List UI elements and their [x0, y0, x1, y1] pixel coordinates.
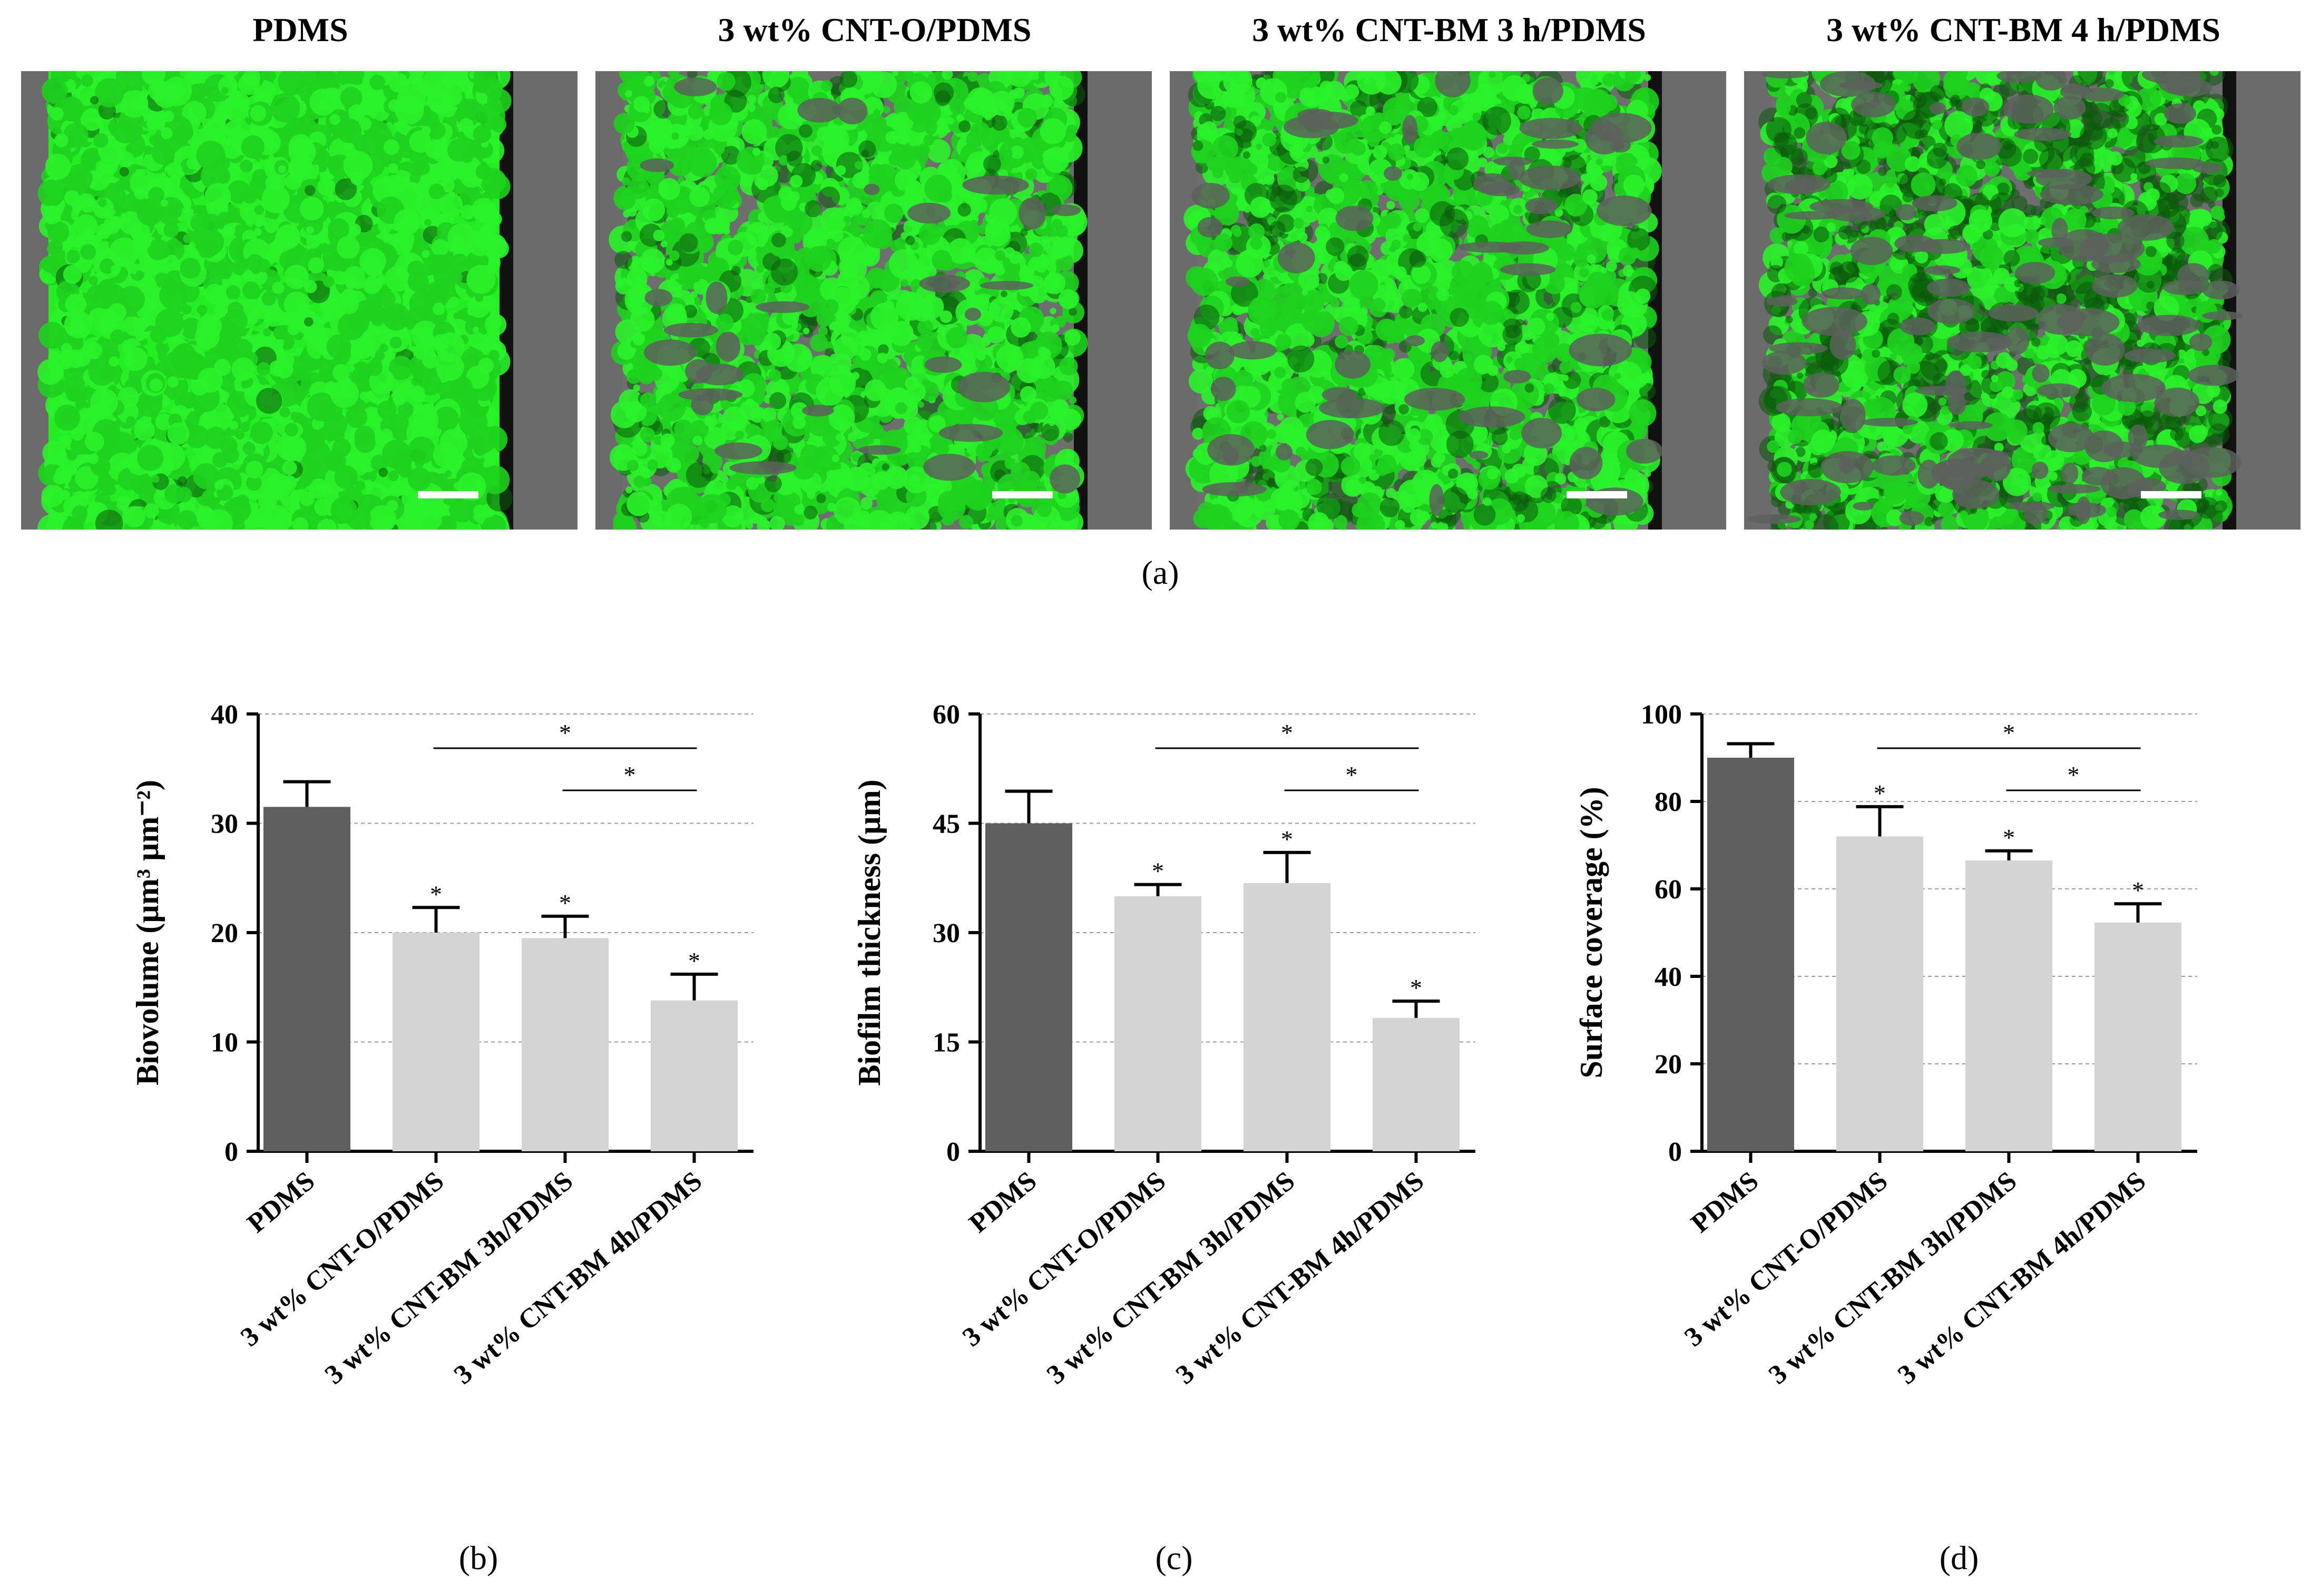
scale-bar	[1567, 491, 1627, 498]
micrograph-cnt-bm-4h	[1744, 71, 2301, 530]
y-tick-label: 0	[946, 1137, 960, 1167]
x-tick-label: PDMS	[1686, 1166, 1764, 1239]
x-tick-label: 3 wt% CNT-BM 3h/PDMS	[1041, 1166, 1300, 1391]
significance-star: *	[1152, 858, 1164, 885]
bar	[1244, 883, 1330, 1151]
significance-star: *	[2132, 877, 2144, 904]
panel-label-d: (d)	[1939, 1539, 1979, 1577]
x-tick-label: 3 wt% CNT-BM 3h/PDMS	[319, 1166, 579, 1391]
y-tick-label: 0	[1668, 1137, 1682, 1167]
image-title-cnt-bm-4h: 3 wt% CNT-BM 4 h/PDMS	[1826, 11, 2220, 48]
significance-star: *	[624, 761, 636, 788]
bar	[2094, 922, 2181, 1151]
bar	[1965, 860, 2052, 1151]
y-tick-label: 40	[211, 700, 238, 730]
scale-bar	[2141, 491, 2201, 498]
y-axis-label: Biofilm thickness (µm)	[852, 779, 887, 1085]
chart-biovolume: 0 10 20 30 40 Biovolume (µm³ µm⁻²) PDMS * 3 wt% …	[0, 659, 775, 1504]
y-axis-label: Biovolume (µm³ µm⁻²)	[130, 780, 165, 1085]
x-tick-label: 3 wt% CNT-BM 4h/PDMS	[1170, 1166, 1430, 1391]
x-tick-label: PDMS	[964, 1166, 1042, 1239]
significance-star: *	[2003, 824, 2015, 851]
panel-label-a: (a)	[1141, 554, 1179, 591]
significance-star: *	[1281, 826, 1293, 853]
significance-star: *	[430, 880, 442, 907]
y-tick-label: 60	[933, 700, 960, 730]
biofilm-texture	[37, 71, 513, 530]
bar	[1836, 836, 1923, 1151]
panel-label-c: (c)	[1155, 1539, 1193, 1577]
y-tick-label: 40	[1655, 962, 1682, 992]
bar	[1707, 758, 1794, 1151]
y-axis-label: Surface coverage (%)	[1574, 787, 1609, 1078]
significance-star: *	[2068, 761, 2080, 788]
significance-star: *	[1346, 761, 1358, 788]
right-border	[1084, 71, 1152, 530]
x-tick-label: 3 wt% CNT-BM 4h/PDMS	[1892, 1166, 2151, 1391]
significance-star: *	[1410, 974, 1422, 1001]
micrograph-cnt-bm-3h	[1170, 71, 1726, 530]
bar	[985, 823, 1072, 1151]
right-border	[2233, 71, 2301, 530]
significance-star: *	[559, 719, 571, 746]
biofilm-texture	[1183, 71, 1663, 530]
x-tick-label: 3 wt% CNT-BM 3h/PDMS	[1763, 1166, 2022, 1391]
left-border	[21, 71, 48, 530]
significance-star: *	[1874, 780, 1886, 807]
biofilm-texture	[609, 71, 1088, 530]
right-border	[1659, 71, 1726, 530]
significance-star: *	[1281, 719, 1293, 746]
bar	[263, 807, 350, 1151]
y-tick-label: 100	[1641, 700, 1682, 730]
y-tick-label: 60	[1655, 875, 1682, 905]
y-tick-label: 30	[211, 809, 238, 839]
biofilm-texture	[1747, 71, 2243, 530]
chart-surface-coverage: 0 20 40 60 80 100 Surface coverage (%) PDMS * 3 w…	[1444, 659, 2218, 1504]
scale-bar	[418, 491, 478, 498]
image-title-pdms: PDMS	[252, 11, 348, 48]
y-tick-label: 80	[1655, 787, 1682, 817]
right-border	[510, 71, 577, 530]
y-tick-label: 15	[933, 1028, 960, 1058]
significance-star: *	[688, 947, 700, 974]
x-tick-label: 3 wt% CNT-BM 4h/PDMS	[448, 1166, 708, 1391]
y-tick-label: 20	[1655, 1050, 1682, 1080]
image-title-cnt-o: 3 wt% CNT-O/PDMS	[718, 11, 1032, 48]
chart-biofilm-thickness: 0 15 30 45 60 Biofilm thickness (µm) PDMS * 3 wt…	[722, 659, 1496, 1504]
panel-label-b: (b)	[458, 1539, 498, 1577]
y-tick-label: 10	[211, 1028, 238, 1058]
scale-bar	[992, 491, 1053, 498]
y-tick-label: 0	[224, 1137, 238, 1167]
micrograph-cnt-o	[595, 71, 1152, 530]
edge-shadow	[500, 71, 513, 530]
bar	[393, 933, 479, 1151]
significance-star: *	[559, 889, 571, 916]
bar	[1114, 896, 1201, 1151]
significance-star: *	[2003, 719, 2015, 746]
image-title-cnt-bm-3h: 3 wt% CNT-BM 3 h/PDMS	[1252, 11, 1646, 48]
y-tick-label: 45	[933, 809, 960, 839]
x-tick-label: PDMS	[242, 1166, 320, 1239]
y-tick-label: 20	[211, 918, 238, 948]
bar	[1373, 1017, 1460, 1151]
bar	[522, 938, 609, 1151]
micrograph-pdms	[21, 71, 577, 530]
bar	[651, 1000, 738, 1151]
y-tick-label: 30	[933, 918, 960, 948]
